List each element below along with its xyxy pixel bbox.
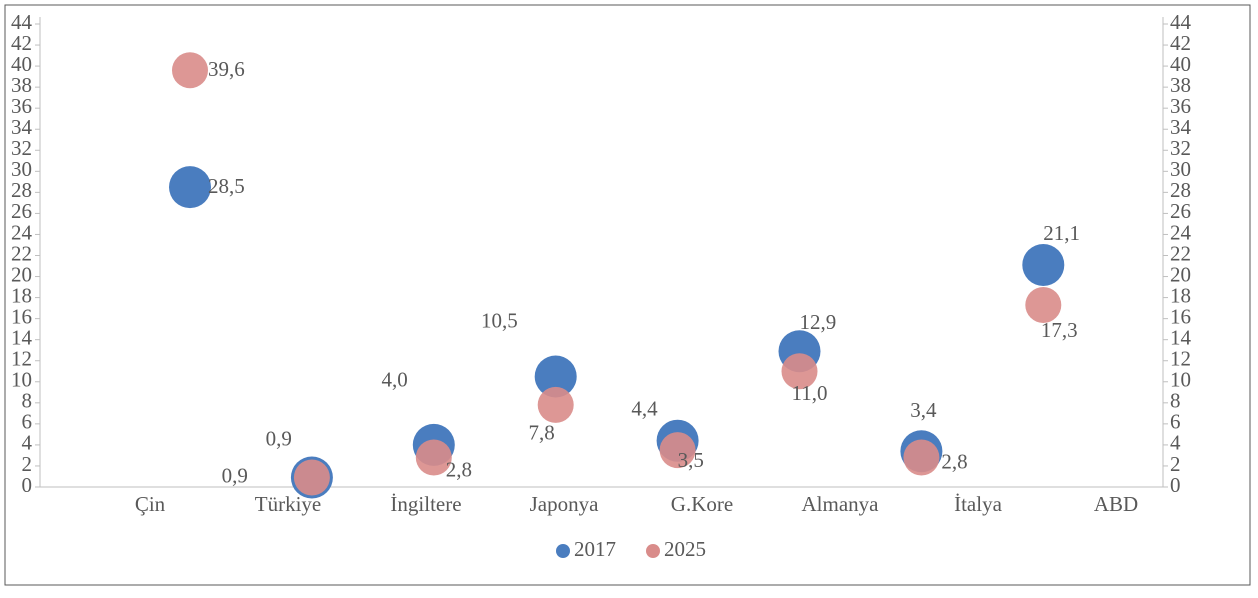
data-label: 39,6 (208, 57, 245, 81)
x-tick-label: ABD (1094, 492, 1138, 516)
bubble (172, 52, 208, 89)
y2-tick-label: 26 (1170, 199, 1191, 223)
y-tick-label: 6 (22, 410, 33, 434)
y2-tick-label: 36 (1170, 94, 1191, 118)
y2-tick-label: 22 (1170, 241, 1191, 265)
data-label: 2,8 (446, 457, 472, 481)
y-tick-label: 8 (22, 389, 33, 413)
data-label: 12,9 (800, 310, 837, 334)
data-label: 2,8 (941, 449, 967, 473)
y2-tick-label: 30 (1170, 157, 1191, 181)
y2-tick-label: 40 (1170, 52, 1191, 76)
x-tick-label: G.Kore (671, 492, 733, 516)
y2-tick-label: 24 (1170, 220, 1192, 244)
y-tick-label: 36 (11, 94, 32, 118)
bubble (169, 166, 211, 209)
y2-tick-label: 6 (1170, 410, 1181, 434)
y-tick-label: 38 (11, 73, 32, 97)
y2-tick-label: 16 (1170, 304, 1191, 328)
bubble (534, 355, 577, 398)
data-label: 3,4 (910, 398, 937, 422)
y2-tick-label: 38 (1170, 73, 1191, 97)
y2-tick-label: 32 (1170, 136, 1191, 160)
chart-frame (4, 4, 1251, 586)
y-tick-label: 20 (11, 262, 32, 286)
y-tick-label: 2 (22, 452, 33, 476)
y-tick-label: 32 (11, 136, 32, 160)
y-tick-label: 22 (11, 241, 32, 265)
y2-tick-label: 4 (1170, 431, 1181, 455)
y2-tick-label: 2 (1170, 452, 1181, 476)
y-tick-label: 34 (11, 115, 33, 139)
data-label: 0,9 (222, 463, 248, 487)
y-tick-label: 10 (11, 368, 32, 392)
data-label: 0,9 (266, 426, 292, 450)
y2-tick-label: 20 (1170, 262, 1191, 286)
bubble (781, 353, 818, 390)
bubble (659, 432, 696, 469)
data-label: 21,1 (1043, 221, 1080, 245)
y-tick-label: 12 (11, 347, 32, 371)
y-tick-label: 30 (11, 157, 32, 181)
x-tick-label: Almanya (802, 492, 880, 516)
legend-marker (556, 544, 570, 558)
bubble (537, 386, 574, 423)
y-tick-label: 16 (11, 304, 32, 328)
x-tick-label: İngiltere (390, 492, 461, 516)
x-tick-label: İtalya (954, 492, 1002, 516)
bubble (1022, 243, 1065, 286)
y-tick-label: 14 (11, 325, 33, 349)
bubble (293, 459, 330, 496)
legend-label: 2017 (574, 537, 616, 561)
y2-tick-label: 10 (1170, 368, 1191, 392)
y-tick-label: 26 (11, 199, 32, 223)
bubble (903, 439, 940, 476)
y-tick-label: 44 (11, 10, 33, 34)
y2-tick-label: 28 (1170, 178, 1191, 202)
y-tick-label: 28 (11, 178, 32, 202)
data-label: 3,5 (678, 448, 704, 472)
data-label: 10,5 (481, 308, 518, 332)
y2-tick-label: 0 (1170, 473, 1181, 497)
x-tick-label: Japonya (530, 492, 599, 516)
y2-tick-label: 34 (1170, 115, 1192, 139)
y-tick-label: 4 (22, 431, 33, 455)
y2-tick-label: 8 (1170, 389, 1181, 413)
y-tick-label: 18 (11, 283, 32, 307)
y-tick-label: 0 (22, 473, 33, 497)
y-tick-label: 40 (11, 52, 32, 76)
y2-tick-label: 14 (1170, 325, 1192, 349)
legend-marker (646, 544, 660, 558)
y-tick-label: 42 (11, 31, 32, 55)
y-tick-label: 24 (11, 220, 33, 244)
y2-tick-label: 42 (1170, 31, 1191, 55)
data-label: 28,5 (208, 174, 245, 198)
data-label: 17,3 (1041, 318, 1078, 342)
legend-label: 2025 (664, 537, 706, 561)
data-label: 7,8 (528, 421, 554, 445)
y2-tick-label: 18 (1170, 283, 1191, 307)
y2-tick-label: 12 (1170, 347, 1191, 371)
data-label: 4,4 (631, 397, 658, 421)
bubble (1025, 286, 1062, 323)
x-tick-label: Çin (135, 492, 166, 516)
data-label: 4,0 (382, 368, 408, 392)
bubble (415, 439, 452, 476)
data-label: 11,0 (792, 381, 828, 405)
y2-tick-label: 44 (1170, 10, 1192, 34)
